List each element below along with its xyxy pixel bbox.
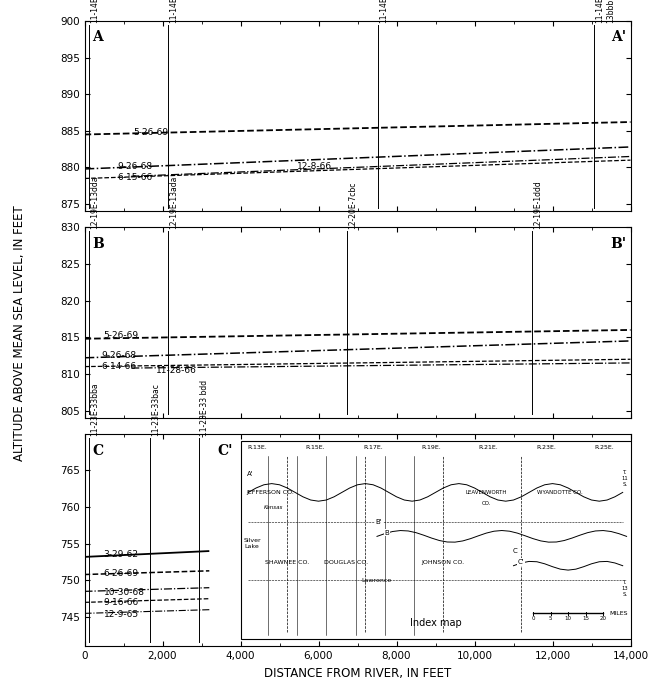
Text: 0: 0 — [531, 616, 535, 621]
Text: R.15E.: R.15E. — [306, 445, 325, 450]
Text: SHAWNEE CO.: SHAWNEE CO. — [265, 559, 309, 564]
Text: DOUGLAS CO.: DOUGLAS CO. — [324, 559, 368, 564]
Text: T.
13
S.: T. 13 S. — [621, 580, 628, 597]
Text: 10-30-68: 10-30-68 — [103, 589, 144, 597]
Text: 12-20E-7cbc: 12-20E-7cbc — [348, 182, 357, 229]
X-axis label: DISTANCE FROM RIVER, IN FEET: DISTANCE FROM RIVER, IN FEET — [264, 667, 451, 680]
Text: 5-26-69: 5-26-69 — [103, 332, 138, 341]
Text: ALTITUDE ABOVE MEAN SEA LEVEL, IN FEET: ALTITUDE ABOVE MEAN SEA LEVEL, IN FEET — [13, 206, 26, 461]
Text: 11-14E-23ddd: 11-14E-23ddd — [169, 0, 178, 23]
Text: R.23E.: R.23E. — [536, 445, 556, 450]
Text: T.
11
S.: T. 11 S. — [621, 471, 628, 487]
Text: 20: 20 — [600, 616, 606, 621]
Text: Kansas: Kansas — [264, 505, 283, 509]
Text: B: B — [384, 530, 389, 536]
Text: 11-14E-
13bbb: 11-14E- 13bbb — [595, 0, 615, 23]
Text: 6-15-66: 6-15-66 — [117, 173, 153, 182]
Text: A': A' — [247, 471, 254, 477]
Text: 12-9-65: 12-9-65 — [103, 610, 138, 619]
Text: 11-28-66: 11-28-66 — [155, 366, 196, 375]
Text: B': B' — [376, 518, 382, 525]
Text: R.21E.: R.21E. — [478, 445, 499, 450]
Text: 6-14-66: 6-14-66 — [101, 362, 136, 371]
Text: B: B — [92, 237, 104, 251]
Text: C: C — [513, 548, 518, 554]
Text: 9-26-68: 9-26-68 — [117, 161, 152, 170]
Text: 3-29-62: 3-29-62 — [103, 550, 138, 559]
Text: R.25E.: R.25E. — [594, 445, 614, 450]
Text: 11-23E-33bac: 11-23E-33bac — [151, 383, 160, 436]
Text: Index map: Index map — [410, 618, 462, 628]
Text: 11-23E-33 bdd: 11-23E-33 bdd — [200, 379, 209, 436]
Text: JEFFERSON CO.: JEFFERSON CO. — [246, 490, 294, 495]
Text: 12-19E-13ada: 12-19E-13ada — [169, 176, 178, 229]
Text: 11-14E-24bbb: 11-14E-24bbb — [380, 0, 389, 23]
Text: B': B' — [610, 237, 627, 251]
Text: C: C — [92, 444, 103, 459]
Text: A': A' — [612, 31, 627, 44]
Text: R.19E.: R.19E. — [421, 445, 441, 450]
Text: C': C' — [217, 444, 233, 459]
Text: 11-23E-33bba: 11-23E-33bba — [90, 382, 99, 436]
Text: 5-26-69: 5-26-69 — [134, 128, 169, 137]
Text: LEAVENWORTH: LEAVENWORTH — [465, 490, 507, 495]
Text: 9-26-68: 9-26-68 — [101, 351, 136, 360]
Text: WYANDOTTE CO.: WYANDOTTE CO. — [538, 490, 583, 495]
Text: 6-26-69: 6-26-69 — [103, 569, 138, 578]
Text: CO.: CO. — [482, 501, 491, 506]
Text: 15: 15 — [582, 616, 589, 621]
Text: MILES: MILES — [609, 611, 627, 616]
Text: 10: 10 — [565, 616, 571, 621]
Text: 5: 5 — [549, 616, 552, 621]
Bar — [240, 441, 630, 639]
Text: 11-14E-26dab: 11-14E-26dab — [90, 0, 99, 23]
Text: 9-16-66: 9-16-66 — [103, 598, 139, 607]
Text: 12-19E-13dda: 12-19E-13dda — [90, 176, 99, 229]
Text: Silver
Lake: Silver Lake — [243, 539, 261, 549]
Text: R.17E.: R.17E. — [363, 445, 383, 450]
Text: 12-19E-1ddd: 12-19E-1ddd — [534, 181, 542, 229]
Text: JOHNSON CO.: JOHNSON CO. — [422, 559, 465, 564]
Text: R.13E.: R.13E. — [248, 445, 268, 450]
Text: Lawrence: Lawrence — [362, 578, 392, 583]
Text: A: A — [92, 31, 103, 44]
Text: 12-8-66: 12-8-66 — [298, 161, 333, 170]
Text: C': C' — [518, 559, 525, 565]
